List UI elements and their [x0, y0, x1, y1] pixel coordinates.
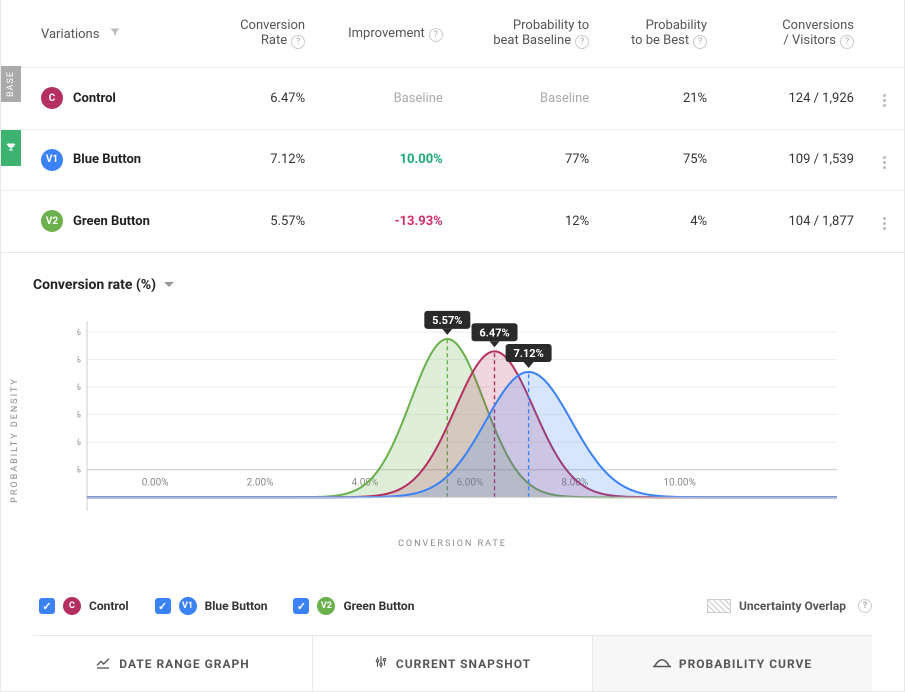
legend-badge: C	[63, 597, 81, 615]
probability-chart: 10%20%30%40%50%60%0.00%2.00%4.00%6.00%8.…	[77, 301, 847, 531]
tab-icon	[374, 655, 388, 672]
tab-label: CURRENT SNAPSHOT	[396, 657, 531, 671]
help-icon[interactable]: ?	[429, 28, 443, 42]
th-variations-label: Variations	[41, 27, 99, 42]
checkbox-icon[interactable]: ✓	[293, 598, 309, 614]
tab-label: PROBABILITY CURVE	[679, 657, 812, 671]
results-table: Variations Conversion Rate? Improvement?…	[1, 0, 904, 252]
table-row: V2 Green Button 5.57% -13.93% 12% 4% 104…	[1, 191, 904, 252]
chevron-down-icon	[164, 282, 174, 287]
cell-conversions: 109 / 1,539	[717, 129, 864, 191]
legend-item[interactable]: ✓ V1 Blue Button	[155, 597, 268, 615]
chart-area: PROBABILTY DENSITY 10%20%30%40%50%60%0.0…	[33, 301, 872, 580]
svg-text:6.47%: 6.47%	[479, 326, 509, 339]
cell-prob-beat: 77%	[453, 129, 599, 191]
base-side-tab: BASE	[1, 66, 21, 102]
row-menu-button[interactable]	[874, 91, 894, 111]
chart-title-row[interactable]: Conversion rate (%)	[33, 277, 872, 293]
svg-text:2.00%: 2.00%	[247, 477, 274, 488]
svg-text:10%: 10%	[77, 464, 81, 475]
row-menu-button[interactable]	[874, 214, 894, 234]
legend-label: Control	[89, 599, 129, 613]
variation-badge: V1	[41, 149, 63, 171]
legend-label: Green Button	[343, 599, 414, 613]
variation-name: Control	[73, 91, 116, 106]
cell-prob-beat: Baseline	[453, 68, 599, 130]
cell-prob-best: 4%	[599, 191, 717, 252]
th-improvement: Improvement?	[315, 0, 453, 68]
cell-prob-best: 21%	[599, 68, 717, 130]
winner-side-tab	[1, 130, 21, 166]
svg-text:30%: 30%	[77, 409, 81, 420]
cell-cr: 5.57%	[197, 191, 315, 252]
cell-improvement: Baseline	[315, 68, 453, 130]
svg-text:60%: 60%	[77, 327, 81, 338]
view-tab[interactable]: PROBABILITY CURVE	[593, 636, 872, 691]
table-row: C Control 6.47% Baseline Baseline 21% 12…	[1, 68, 904, 130]
cell-conversions: 124 / 1,926	[717, 68, 864, 130]
svg-text:5.57%: 5.57%	[432, 313, 462, 326]
hatch-icon	[707, 599, 731, 613]
th-variations[interactable]: Variations	[1, 0, 197, 68]
cell-prob-best: 75%	[599, 129, 717, 191]
th-conversions: Conversions / Visitors?	[717, 0, 864, 68]
row-menu-button[interactable]	[874, 152, 894, 172]
svg-text:0.00%: 0.00%	[142, 477, 169, 488]
cell-cr: 7.12%	[197, 129, 315, 191]
cell-prob-beat: 12%	[453, 191, 599, 252]
results-table-wrap: BASE Variations Conversion Rate? Improve…	[0, 0, 905, 253]
help-icon[interactable]: ?	[858, 599, 872, 613]
table-row: V1 Blue Button 7.12% 10.00% 77% 75% 109 …	[1, 129, 904, 191]
uncertainty-label: Uncertainty Overlap	[739, 599, 846, 613]
cell-improvement: 10.00%	[315, 129, 453, 191]
help-icon[interactable]: ?	[840, 35, 854, 49]
checkbox-icon[interactable]: ✓	[155, 598, 171, 614]
th-prob-best: Probability to be Best?	[599, 0, 717, 68]
uncertainty-legend: Uncertainty Overlap ?	[707, 599, 872, 613]
svg-text:10.00%: 10.00%	[663, 477, 695, 488]
help-icon[interactable]: ?	[693, 35, 707, 49]
cell-improvement: -13.93%	[315, 191, 453, 252]
variation-badge: V2	[41, 210, 63, 232]
cell-conversions: 104 / 1,877	[717, 191, 864, 252]
chart-title-label: Conversion rate (%)	[33, 277, 156, 293]
y-axis-label: PROBABILTY DENSITY	[10, 377, 20, 503]
legend-item[interactable]: ✓ V2 Green Button	[293, 597, 414, 615]
tab-icon	[95, 654, 111, 673]
x-axis-label: CONVERSION RATE	[33, 539, 872, 549]
view-tab[interactable]: CURRENT SNAPSHOT	[313, 636, 593, 691]
view-tab[interactable]: DATE RANGE GRAPH	[33, 636, 313, 691]
svg-text:7.12%: 7.12%	[513, 346, 543, 359]
variation-name: Green Button	[73, 214, 150, 229]
checkbox-icon[interactable]: ✓	[39, 598, 55, 614]
filter-icon[interactable]	[109, 26, 121, 42]
th-conversion-rate: Conversion Rate?	[197, 0, 315, 68]
legend-label: Blue Button	[205, 599, 268, 613]
tab-label: DATE RANGE GRAPH	[119, 657, 249, 671]
cell-cr: 6.47%	[197, 68, 315, 130]
svg-text:20%: 20%	[77, 437, 81, 448]
variation-name: Blue Button	[73, 152, 141, 167]
svg-text:40%: 40%	[77, 382, 81, 393]
legend-badge: V2	[317, 597, 335, 615]
svg-text:50%: 50%	[77, 354, 81, 365]
legend-badge: V1	[179, 597, 197, 615]
help-icon[interactable]: ?	[291, 35, 305, 49]
view-tabs: DATE RANGE GRAPH CURRENT SNAPSHOT PROBABIL…	[33, 635, 872, 691]
legend-item[interactable]: ✓ C Control	[39, 597, 129, 615]
th-prob-beat: Probability to beat Baseline?	[453, 0, 599, 68]
tab-icon	[653, 655, 671, 672]
legend-row: ✓ C Control ✓ V1 Blue Button ✓ V2 Green …	[33, 579, 872, 635]
chart-card: Conversion rate (%) PROBABILTY DENSITY 1…	[0, 253, 905, 692]
variation-badge: C	[41, 87, 63, 109]
help-icon[interactable]: ?	[575, 35, 589, 49]
